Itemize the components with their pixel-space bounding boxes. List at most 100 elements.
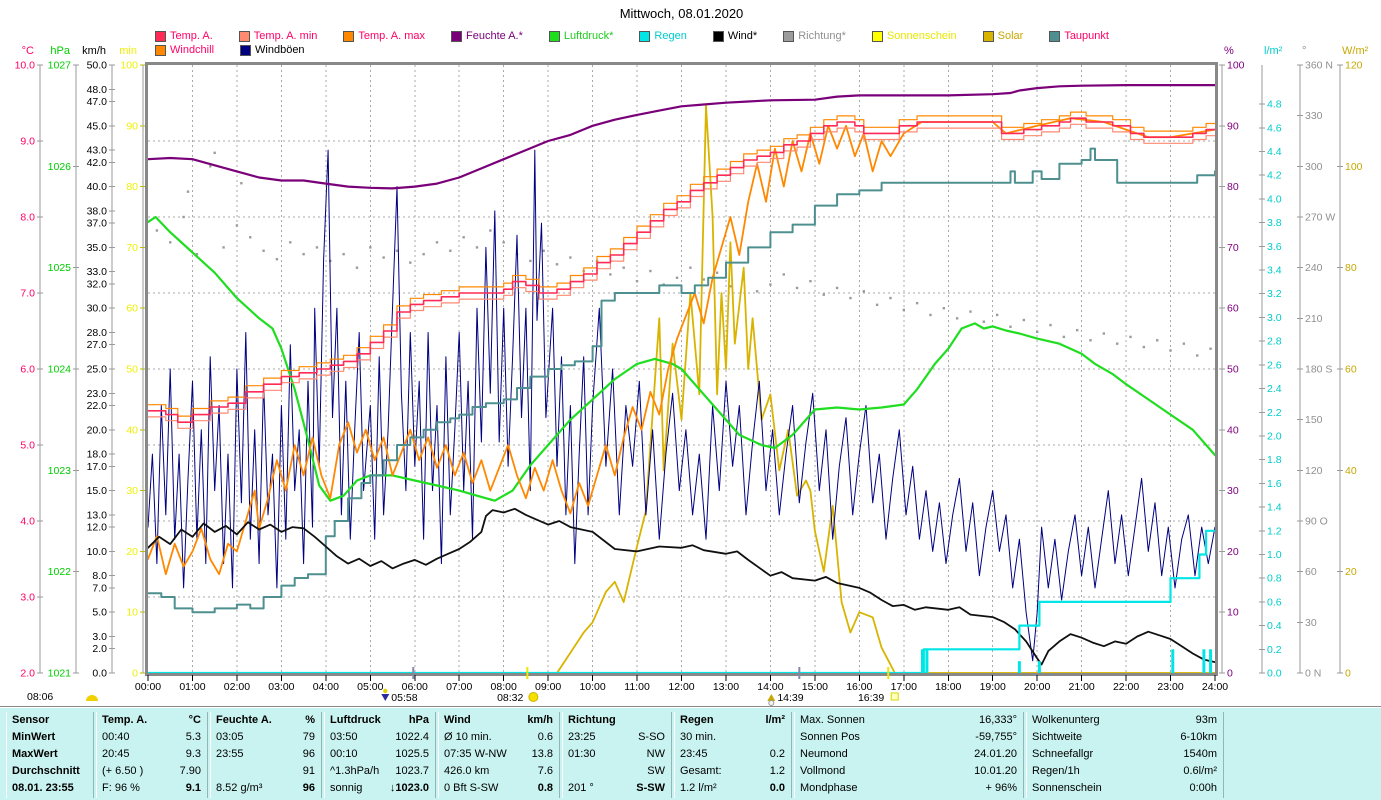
- legend-item-luftdruck-: Luftdruck*: [548, 30, 613, 42]
- stat-row: sonnig ↓1023.0: [330, 782, 429, 794]
- svg-text:05:58: 05:58: [391, 692, 417, 704]
- stat-row: Temp. A. °C: [102, 714, 201, 726]
- svg-text:05:00: 05:00: [357, 681, 383, 693]
- legend-swatch-icon: [155, 30, 166, 42]
- svg-text:04:00: 04:00: [313, 681, 339, 693]
- legend-label: Sonnenschein: [886, 30, 957, 42]
- svg-text:4.2: 4.2: [1267, 170, 1282, 182]
- svg-text:100: 100: [1227, 60, 1245, 72]
- svg-text:2.0: 2.0: [20, 668, 35, 680]
- stats-column-info-8: Wolkenunterg 93m Sichtweite 6-10km Schneefal…: [1026, 712, 1224, 798]
- svg-text:330: 330: [1305, 110, 1323, 122]
- svg-text:50: 50: [126, 364, 138, 376]
- svg-text:20:00: 20:00: [1024, 681, 1050, 693]
- series-temp-a-: [147, 117, 1216, 423]
- svg-text:3.8: 3.8: [1267, 217, 1282, 229]
- svg-text:15.0: 15.0: [87, 485, 108, 497]
- svg-text:4.4: 4.4: [1267, 146, 1282, 158]
- svg-text:%: %: [1224, 45, 1234, 57]
- svg-text:80: 80: [126, 181, 138, 193]
- stat-row: Sonnen Pos -59,755°: [800, 731, 1017, 743]
- svg-text:2.2: 2.2: [1267, 407, 1282, 419]
- svg-text:28.0: 28.0: [87, 327, 108, 339]
- svg-text:18:00: 18:00: [935, 681, 961, 693]
- svg-text:1025: 1025: [48, 262, 72, 274]
- svg-text:60: 60: [1227, 303, 1239, 315]
- svg-text:4.0: 4.0: [20, 516, 35, 528]
- svg-text:0: 0: [132, 668, 138, 680]
- legend-item-richtung-: Richtung*: [783, 30, 846, 42]
- svg-text:27.0: 27.0: [87, 339, 108, 351]
- svg-text:0: 0: [1345, 668, 1351, 680]
- svg-text:240: 240: [1305, 262, 1323, 274]
- stat-row: 03:50 1022.4: [330, 731, 429, 743]
- svg-text:11:00: 11:00: [624, 681, 650, 693]
- svg-text:30.0: 30.0: [87, 303, 108, 315]
- stat-row: Luftdruck hPa: [330, 714, 429, 726]
- stat-row: MinWert: [12, 731, 56, 743]
- svg-text:0.0: 0.0: [1267, 668, 1282, 680]
- svg-text:100: 100: [120, 60, 138, 72]
- svg-text:43.0: 43.0: [87, 145, 108, 157]
- stat-row: 1.2 l/m² 0.0: [680, 782, 785, 794]
- legend-label: Regen: [654, 30, 687, 42]
- svg-text:03:00: 03:00: [268, 681, 294, 693]
- svg-text:60: 60: [1305, 566, 1317, 578]
- axis-wm2: W/m² 120 100 80 60 40 20 0: [1337, 45, 1369, 680]
- stat-row: Sonnenschein 0:00h: [1032, 782, 1217, 794]
- svg-text:120: 120: [1305, 465, 1323, 477]
- legend-swatch-icon: [548, 30, 560, 42]
- marker-sunset: 16:39: [858, 667, 899, 704]
- stat-row: Vollmond 10.01.20: [800, 765, 1017, 777]
- stat-row: 30 min.: [680, 731, 717, 743]
- svg-text:90: 90: [126, 120, 138, 132]
- svg-text:min: min: [119, 45, 137, 57]
- series-feuchte-a-: [146, 84, 1217, 190]
- stat-row: 0 Bft S-SW 0.8: [444, 782, 553, 794]
- svg-text:15:00: 15:00: [802, 681, 828, 693]
- legend-swatch-icon: [451, 30, 463, 42]
- svg-text:150: 150: [1305, 414, 1323, 426]
- stat-row: 00:10 1025.5: [330, 748, 429, 760]
- svg-text:1.8: 1.8: [1267, 454, 1282, 466]
- svg-text:40: 40: [126, 424, 138, 436]
- stats-column-luftdruck: Luftdruck hPa 03:50 1022.4 00:10 1025.5 ^1.3hP…: [324, 712, 436, 798]
- svg-text:14:00: 14:00: [757, 681, 783, 693]
- svg-text:l/m²: l/m²: [1264, 45, 1283, 57]
- stat-row: Regen/1h 0.6l/m²: [1032, 765, 1217, 777]
- stats-column-sensor: Sensor MinWert MaxWert Durchschnitt 08.01. 2…: [6, 712, 94, 798]
- svg-text:0 N: 0 N: [1305, 668, 1321, 680]
- svg-text:1023: 1023: [48, 465, 72, 477]
- series-regen: [146, 529, 1217, 675]
- axis-kmh: km/h 50.0 48.047.0 45.0 43.042.0 40.0 38.037.0…: [82, 45, 115, 680]
- legend-item-temp-a-min: Temp. A. min: [238, 30, 317, 42]
- svg-text:20.0: 20.0: [87, 424, 108, 436]
- svg-text:37.0: 37.0: [87, 218, 108, 230]
- stat-row: 23:45 0.2: [680, 748, 785, 760]
- svg-text:1022: 1022: [48, 566, 72, 578]
- legend-item-feuchte-a-: Feuchte A.*: [451, 30, 523, 42]
- svg-text:1027: 1027: [48, 60, 72, 72]
- stat-row: MaxWert: [12, 748, 58, 760]
- svg-text:22:00: 22:00: [1113, 681, 1139, 693]
- stat-row: 08.01. 23:55: [12, 782, 74, 794]
- legend-item-windb-en: Windböen: [240, 44, 305, 56]
- legend-label: Feuchte A.*: [466, 30, 523, 42]
- legend-swatch-icon: [783, 30, 795, 42]
- series-temp-a-max: [147, 111, 1216, 417]
- axis-hpa: hPa 1027 1026 1025 1024 1023 1022 1021: [48, 45, 79, 680]
- svg-text:18.0: 18.0: [87, 449, 108, 461]
- legend-item-wind-: Wind*: [712, 30, 757, 42]
- legend-label: Temp. A.: [170, 30, 213, 42]
- svg-text:01:00: 01:00: [179, 681, 205, 693]
- sensor-stats-table: Sensor MinWert MaxWert Durchschnitt 08.01. 2…: [0, 706, 1381, 800]
- svg-text:19:00: 19:00: [980, 681, 1006, 693]
- page-title: Mittwoch, 08.01.2020: [619, 6, 744, 21]
- svg-text:10: 10: [1227, 607, 1239, 619]
- legend-item-taupunkt: Taupunkt: [1049, 30, 1109, 42]
- svg-text:42.0: 42.0: [87, 157, 108, 169]
- svg-text:21:00: 21:00: [1068, 681, 1094, 693]
- svg-text:0.6: 0.6: [1267, 596, 1282, 608]
- svg-text:°C: °C: [22, 45, 34, 57]
